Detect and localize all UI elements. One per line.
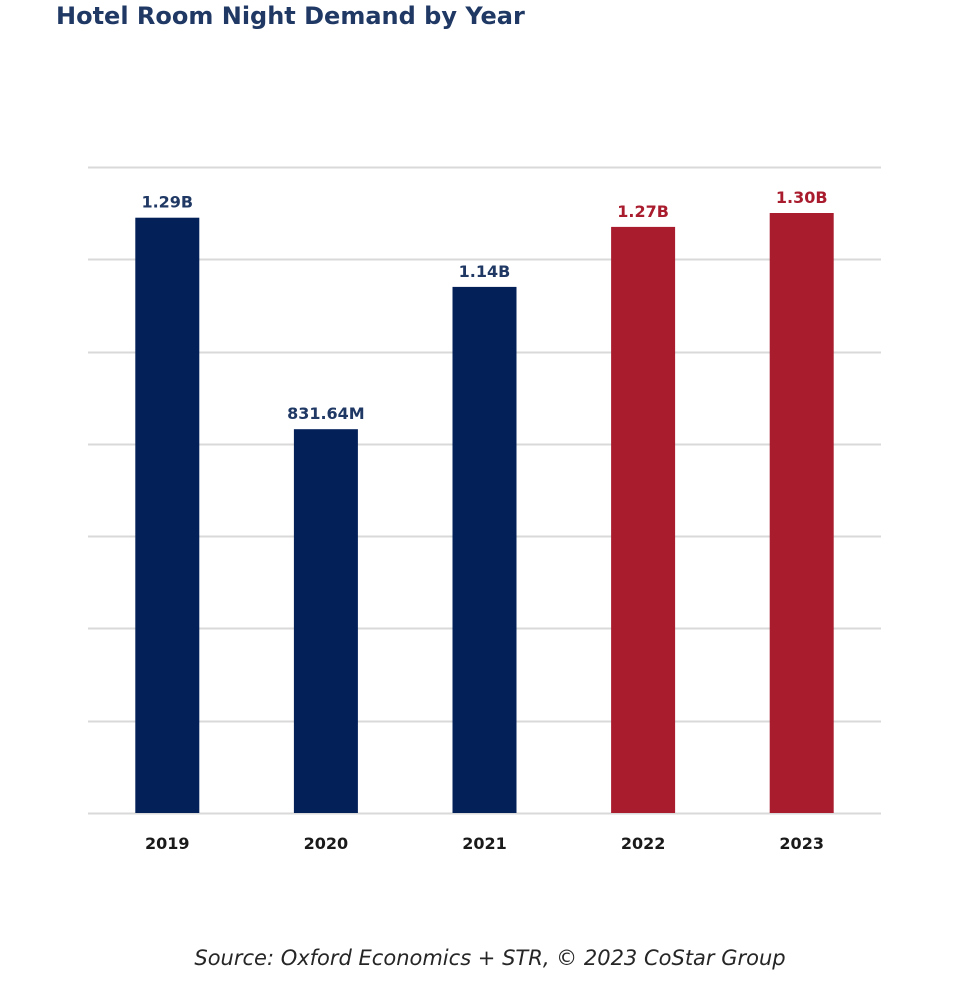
- source-note: Source: Oxford Economics + STR, © 2023 C…: [194, 946, 786, 970]
- data-label-2023: 1.30B: [776, 188, 828, 207]
- bar-2019: [135, 217, 200, 813]
- x-tick-label-2022: 2022: [621, 834, 666, 853]
- data-label-2022: 1.27B: [617, 202, 669, 221]
- x-tick-label-2021: 2021: [462, 834, 507, 853]
- bar-2021: [452, 286, 517, 813]
- bar-2023: [769, 213, 834, 813]
- x-tick-label-2020: 2020: [304, 834, 349, 853]
- bar-2022: [611, 226, 676, 813]
- x-tick-label-2023: 2023: [779, 834, 824, 853]
- data-label-2021: 1.14B: [459, 262, 511, 281]
- chart-title: Hotel Room Night Demand by Year: [56, 2, 525, 30]
- data-label-2020: 831.64M: [287, 404, 365, 423]
- data-label-2019: 1.29B: [141, 193, 193, 212]
- bar-2020: [293, 429, 358, 813]
- x-tick-label-2019: 2019: [145, 834, 190, 853]
- bars: [135, 213, 834, 813]
- x-axis-tick-labels: 2019 2020 2021 2022 2023: [145, 834, 824, 853]
- data-labels: 1.29B 831.64M 1.14B 1.27B 1.30B: [141, 188, 827, 423]
